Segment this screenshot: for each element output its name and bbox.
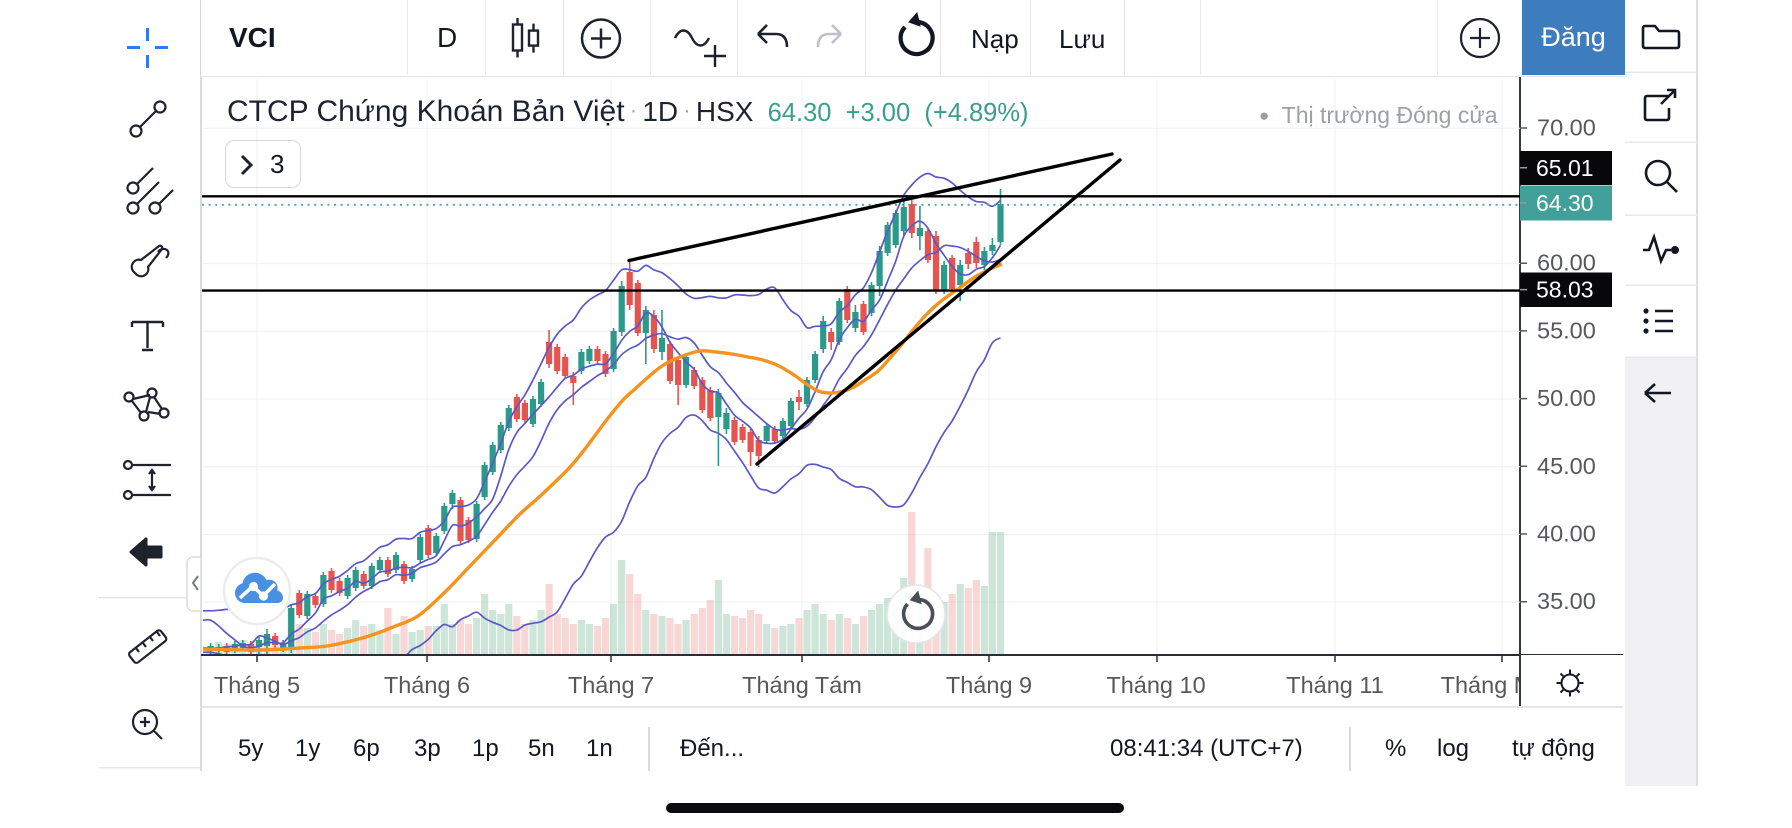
svg-text:70.00: 70.00: [1537, 115, 1596, 141]
svg-text:45.00: 45.00: [1537, 453, 1596, 479]
svg-text:Tháng 9: Tháng 9: [946, 672, 1032, 698]
svg-text:50.00: 50.00: [1537, 385, 1596, 411]
svg-text:Tháng 6: Tháng 6: [384, 672, 470, 698]
svg-text:Tháng M: Tháng M: [1441, 672, 1534, 698]
svg-text:Tháng 10: Tháng 10: [1106, 672, 1205, 698]
svg-text:40.00: 40.00: [1537, 521, 1596, 547]
svg-text:35.00: 35.00: [1537, 588, 1596, 614]
svg-text:60.00: 60.00: [1537, 250, 1596, 276]
svg-text:Tháng 11: Tháng 11: [1286, 672, 1384, 698]
svg-text:65.01: 65.01: [1536, 155, 1594, 181]
svg-text:64.30: 64.30: [1536, 190, 1594, 216]
svg-text:Tháng Tám: Tháng Tám: [742, 672, 862, 698]
svg-text:55.00: 55.00: [1537, 317, 1596, 343]
svg-text:58.03: 58.03: [1536, 277, 1594, 303]
svg-text:Tháng 7: Tháng 7: [568, 672, 654, 698]
svg-text:Tháng 5: Tháng 5: [214, 672, 300, 698]
